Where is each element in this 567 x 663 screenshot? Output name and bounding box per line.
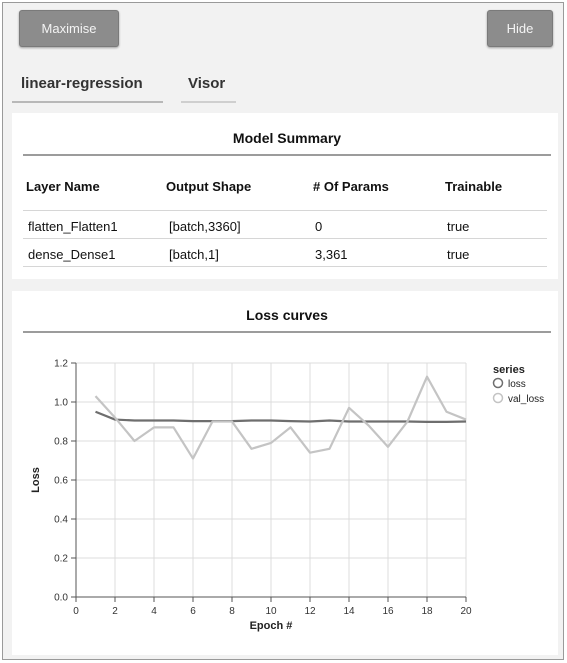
maximise-button[interactable]: Maximise <box>19 10 119 47</box>
cell-layer-name: dense_Dense1 <box>28 247 116 262</box>
legend-label: val_loss <box>508 394 544 405</box>
column-header-layer-name: Layer Name <box>26 179 100 194</box>
legend-label: loss <box>508 379 526 390</box>
y-tick-label: 0.2 <box>54 554 68 565</box>
y-tick-labels: 0.0 0.2 0.4 0.6 0.8 1.0 1.2 <box>54 359 76 604</box>
y-tick-label: 0.6 <box>54 476 68 487</box>
x-tick-label: 10 <box>265 606 277 617</box>
y-axis-label: Loss <box>30 467 42 493</box>
chart-legend: series loss val_loss <box>492 364 544 405</box>
cell-params: 0 <box>315 219 323 234</box>
y-tick-label: 1.0 <box>54 398 68 409</box>
x-tick-label: 20 <box>460 606 472 617</box>
cell-layer-name: flatten_Flatten1 <box>28 219 118 234</box>
loss-chart: 0 2 4 6 8 10 12 14 16 18 20 0.00.20.40.60.81.01.2 … <box>30 359 544 633</box>
x-tick-label: 16 <box>382 606 394 617</box>
x-tick-label: 18 <box>421 606 433 617</box>
column-header-output-shape: Output Shape <box>166 179 252 194</box>
x-tick-label: 14 <box>343 606 355 617</box>
row-divider <box>23 238 547 239</box>
cell-trainable: true <box>447 219 470 234</box>
column-header-trainable: Trainable <box>445 179 503 194</box>
x-tick-label: 8 <box>229 606 235 617</box>
header-divider <box>23 210 547 211</box>
model-summary-card: Model Summary Layer Name Output Shape # … <box>12 113 558 279</box>
row-divider <box>23 266 547 267</box>
tab-bar: linear-regression Visor <box>3 55 563 111</box>
legend-title: series <box>493 364 525 376</box>
loss-curves-title: Loss curves <box>23 307 551 333</box>
series-line-loss <box>95 410 467 423</box>
cell-output-shape: [batch,1] <box>169 247 219 262</box>
y-tick-label: 0.8 <box>54 437 68 448</box>
x-tick-label: 0 <box>73 606 79 617</box>
model-summary-title: Model Summary <box>23 130 551 156</box>
x-tick-label: 12 <box>304 606 316 617</box>
hide-button[interactable]: Hide <box>487 10 553 47</box>
y-tick-label: 1.2 <box>54 359 68 370</box>
legend-marker <box>492 392 504 404</box>
tab-linear-regression[interactable]: linear-regression <box>12 75 163 103</box>
series-line-val-loss <box>94 375 467 460</box>
series-lines <box>94 375 467 460</box>
top-toolbar: Maximise Hide <box>3 3 563 55</box>
column-header-params: # Of Params <box>313 179 389 194</box>
x-tick-label: 2 <box>112 606 118 617</box>
chart-grid <box>75 362 467 598</box>
x-tick-label: 4 <box>151 606 157 617</box>
tab-visor[interactable]: Visor <box>181 75 236 103</box>
y-tick-label: 0.4 <box>54 515 68 526</box>
y-tick-label: 0.0 <box>54 593 68 604</box>
cell-trainable: true <box>447 247 470 262</box>
x-axis-label: Epoch # <box>250 620 293 632</box>
cell-params: 3,361 <box>315 247 348 262</box>
x-tick-label: 6 <box>190 606 196 617</box>
cell-output-shape: [batch,3360] <box>169 219 241 234</box>
legend-marker <box>492 377 504 389</box>
x-tick-labels: 0 2 4 6 8 10 12 14 16 18 20 <box>73 597 472 617</box>
loss-curves-card: Loss curves 0 2 4 6 8 10 12 14 16 18 20 0.0 0.2 0.4 0… <box>12 291 558 655</box>
